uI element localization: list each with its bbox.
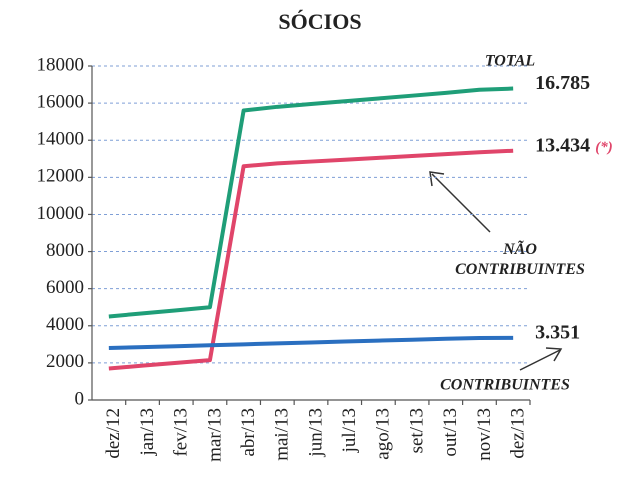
value-label: 13.434 (535, 134, 590, 156)
x-tick-label: mar/13 (204, 408, 225, 462)
chart-title: SÓCIOS (278, 9, 361, 34)
y-tick-label: 6000 (46, 277, 84, 298)
y-tick-label: 2000 (46, 351, 84, 372)
y-tick-label: 4000 (46, 314, 84, 335)
series-label: TOTAL (485, 53, 536, 70)
x-tick-label: mai/13 (272, 408, 293, 461)
y-tick-label: 18000 (37, 54, 85, 75)
series-label: NÃO CONTRIBUINTES (455, 239, 585, 278)
series-line (108, 148, 514, 371)
value-label: 16.785 (535, 72, 590, 94)
series-line (108, 86, 514, 319)
x-tick-label: dez/13 (508, 408, 529, 459)
y-tick-label: 8000 (46, 240, 84, 261)
annotation: (*) (595, 139, 613, 155)
y-tick-label: 10000 (37, 203, 85, 224)
value-label: 3.351 (535, 321, 580, 343)
y-tick-label: 14000 (37, 129, 85, 150)
x-tick-label: out/13 (440, 408, 461, 457)
x-tick-label: abr/13 (238, 408, 259, 457)
x-tick-label: jun/13 (305, 408, 326, 458)
x-tick-label: ago/13 (373, 408, 394, 460)
x-tick-label: nov/13 (474, 408, 495, 461)
x-tick-label: jul/13 (339, 408, 360, 453)
y-tick-label: 0 (75, 388, 85, 409)
series-line (108, 335, 514, 351)
series-label: CONTRIBUINTES (440, 377, 570, 394)
x-tick-label: dez/12 (103, 408, 124, 459)
x-tick-label: set/13 (406, 408, 427, 453)
arrows (429, 171, 563, 371)
x-tick-label: jan/13 (137, 408, 158, 457)
y-tick-label: 16000 (37, 91, 85, 112)
y-tick-label: 12000 (37, 166, 85, 187)
x-tick-label: fev/13 (171, 408, 192, 457)
